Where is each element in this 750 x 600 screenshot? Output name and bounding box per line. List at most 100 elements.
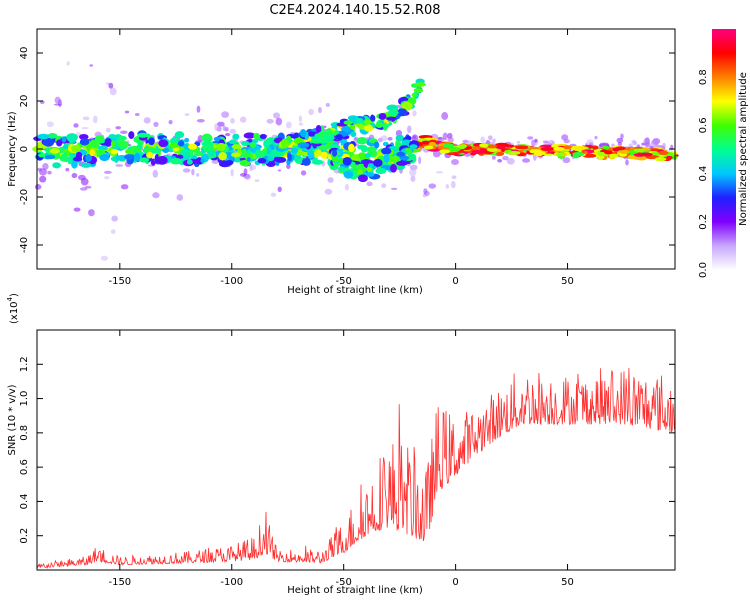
heatmap-cell <box>79 138 90 146</box>
y-tick-label: -40 <box>19 237 30 253</box>
heatmap-cell <box>243 168 248 176</box>
heatmap-cell <box>563 145 572 150</box>
y-tick-label: 0.8 <box>19 425 30 441</box>
heatmap-cell <box>413 88 424 93</box>
heatmap-cell <box>367 163 375 168</box>
x-tick-label: 0 <box>452 276 458 287</box>
heatmap-cell <box>320 151 328 159</box>
heatmap-cell <box>356 136 368 145</box>
snr-scale-prefix: (x10 <box>9 301 20 324</box>
heatmap-cell <box>442 132 448 141</box>
heatmap-cell <box>62 144 69 150</box>
heatmap-cell <box>128 131 135 140</box>
heatmap-cell <box>480 136 485 143</box>
heatmap-cell <box>38 153 46 158</box>
heatmap-cell <box>331 149 338 157</box>
heatmap-cell <box>46 121 54 128</box>
colorbar-tick-label: 0.4 <box>698 166 709 182</box>
heatmap-cell <box>230 117 235 124</box>
heatmap-cell <box>450 180 456 189</box>
y-tick-label: 0.2 <box>19 528 30 544</box>
heatmap-cell <box>638 152 653 157</box>
heatmap-cell <box>471 141 475 144</box>
heatmap-cell <box>324 188 333 195</box>
heatmap-cell <box>79 133 89 140</box>
heatmap-cell <box>158 139 169 148</box>
heatmap-cell <box>486 147 498 152</box>
heatmap-cell <box>410 175 416 182</box>
heatmap-cell <box>542 140 549 144</box>
heatmap-cell <box>103 170 112 174</box>
heatmap-cell <box>421 140 431 145</box>
heatmap-cell <box>120 184 129 190</box>
heatmap-cell <box>561 134 569 141</box>
heatmap-cell <box>451 175 457 179</box>
heatmap-cell <box>168 120 173 125</box>
heatmap-cell <box>172 147 180 152</box>
heatmap-cell <box>290 147 299 155</box>
heatmap-cell <box>462 139 469 144</box>
heatmap-cell <box>492 138 496 143</box>
x-tick-label: -150 <box>108 276 131 287</box>
heatmap-cell <box>111 215 118 222</box>
heatmap-cell <box>616 137 624 143</box>
heatmap-cell <box>244 175 251 180</box>
heatmap-cell <box>221 111 230 118</box>
heatmap-cell <box>270 192 277 197</box>
heatmap-cell <box>405 135 412 141</box>
heatmap-cell <box>382 122 388 131</box>
heatmap-cell <box>110 148 118 155</box>
heatmap-cell <box>658 150 669 155</box>
heatmap-cell <box>341 126 351 132</box>
heatmap-cell <box>603 150 613 155</box>
heatmap-cell <box>89 64 93 67</box>
colorbar-tick-label: 0.8 <box>698 69 709 85</box>
heatmap-cell <box>651 140 655 146</box>
heatmap-cell <box>253 132 261 140</box>
heatmap-cell <box>196 172 200 177</box>
heatmap-cell <box>249 142 257 148</box>
heatmap-cell <box>280 139 290 148</box>
x-tick-label: -100 <box>220 577 243 588</box>
snr-plot-area <box>37 330 675 570</box>
heatmap-cell <box>308 108 314 116</box>
heatmap-cell <box>432 150 441 158</box>
heatmap-cell <box>323 128 333 137</box>
heatmap-cell <box>515 145 529 150</box>
heatmap-cell <box>138 157 150 163</box>
heatmap-cell <box>409 144 418 150</box>
heatmap-cell <box>249 164 257 171</box>
heatmap-cell <box>310 138 323 144</box>
heatmap-cell <box>201 140 214 147</box>
heatmap-cell <box>193 150 204 157</box>
heatmap-cell <box>573 145 588 150</box>
heatmap-cell <box>437 136 443 140</box>
heatmap-cell <box>391 156 399 161</box>
colorbar: 0.0 0.2 0.4 0.6 0.8 Normalized spectral ampl… <box>698 29 749 278</box>
heatmap-cell <box>459 144 468 149</box>
heatmap-cell <box>66 61 70 66</box>
snr-panel: -150 -100 -50 0 50 0.2 0.4 0.6 0.8 1.0 1.2 Height … <box>6 293 676 596</box>
heatmap-cell <box>233 158 242 163</box>
heatmap-cell <box>617 142 622 147</box>
heatmap-cell <box>386 104 399 112</box>
heatmap-cell <box>230 168 234 177</box>
heatmap-cell <box>103 175 110 180</box>
heatmap-cell <box>293 156 299 162</box>
heatmap-cell <box>105 127 111 133</box>
heatmap-cell <box>396 151 406 157</box>
x-tick-label: -150 <box>108 577 131 588</box>
heatmap-cell <box>375 167 387 175</box>
spectrogram-ticks: -150 -100 -50 0 50 -40 -20 0 20 40 <box>19 29 675 287</box>
x-tick-label: -50 <box>336 577 352 588</box>
heatmap-cell <box>619 149 630 154</box>
spectrogram-xlabel: Height of straight line (km) <box>287 285 423 296</box>
y-tick-label: 1.2 <box>19 356 30 372</box>
heatmap-cell <box>534 138 538 143</box>
heatmap-cell <box>347 115 359 121</box>
heatmap-cell <box>594 135 598 140</box>
heatmap-cell <box>259 133 267 139</box>
heatmap-cell <box>363 124 374 132</box>
spectrogram-panel: -150 -100 -50 0 50 -40 -20 0 20 40 Height of stra… <box>7 28 679 296</box>
